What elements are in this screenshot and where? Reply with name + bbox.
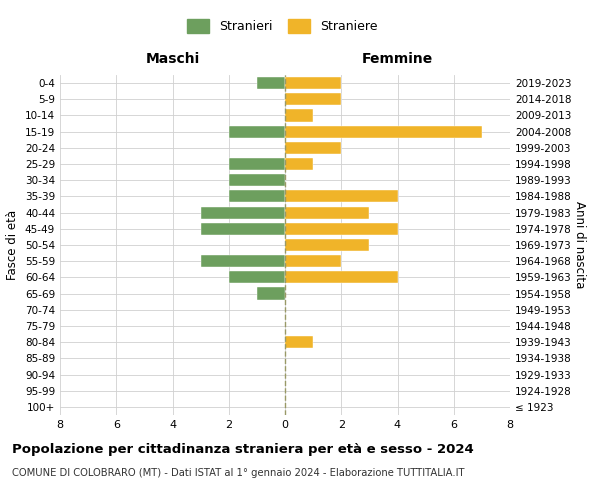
Bar	[285, 110, 313, 122]
Bar	[285, 77, 341, 89]
Bar	[285, 93, 341, 106]
Bar	[229, 126, 285, 138]
Text: Maschi: Maschi	[145, 52, 200, 66]
Text: Popolazione per cittadinanza straniera per età e sesso - 2024: Popolazione per cittadinanza straniera p…	[12, 442, 474, 456]
Bar	[285, 158, 313, 170]
Bar	[285, 336, 313, 348]
Bar	[229, 272, 285, 283]
Bar	[285, 126, 482, 138]
Bar	[285, 255, 341, 268]
Y-axis label: Anni di nascita: Anni di nascita	[574, 202, 586, 288]
Bar	[229, 174, 285, 186]
Bar	[257, 77, 285, 89]
Text: Femmine: Femmine	[362, 52, 433, 66]
Bar	[285, 206, 370, 218]
Bar	[257, 288, 285, 300]
Legend: Stranieri, Straniere: Stranieri, Straniere	[182, 14, 383, 38]
Bar	[285, 272, 398, 283]
Bar	[200, 255, 285, 268]
Bar	[285, 239, 370, 251]
Bar	[229, 158, 285, 170]
Bar	[285, 222, 398, 235]
Bar	[229, 190, 285, 202]
Text: COMUNE DI COLOBRARO (MT) - Dati ISTAT al 1° gennaio 2024 - Elaborazione TUTTITAL: COMUNE DI COLOBRARO (MT) - Dati ISTAT al…	[12, 468, 464, 477]
Bar	[285, 142, 341, 154]
Bar	[200, 222, 285, 235]
Y-axis label: Fasce di età: Fasce di età	[7, 210, 19, 280]
Bar	[285, 190, 398, 202]
Bar	[200, 206, 285, 218]
